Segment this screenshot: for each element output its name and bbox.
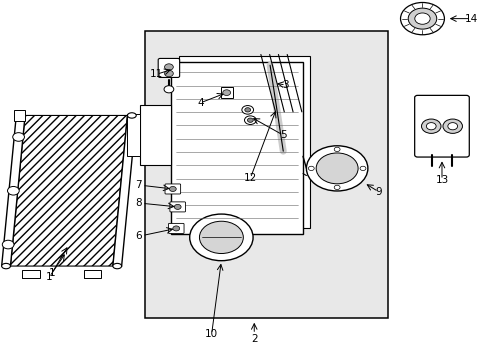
- Circle shape: [400, 3, 444, 35]
- FancyBboxPatch shape: [414, 95, 468, 157]
- Ellipse shape: [16, 113, 25, 118]
- Text: 13: 13: [434, 175, 447, 185]
- Text: 1: 1: [46, 272, 53, 282]
- Circle shape: [407, 8, 436, 29]
- Circle shape: [2, 240, 14, 249]
- Bar: [171, 62, 303, 234]
- Circle shape: [223, 90, 230, 95]
- Text: 5: 5: [280, 130, 286, 140]
- Circle shape: [163, 86, 173, 93]
- Polygon shape: [10, 116, 127, 266]
- Circle shape: [421, 119, 440, 134]
- Text: 10: 10: [204, 329, 218, 339]
- Ellipse shape: [113, 264, 122, 269]
- Bar: [178, 56, 310, 228]
- Bar: [140, 105, 171, 165]
- Text: 1: 1: [48, 268, 55, 278]
- Text: 3: 3: [282, 80, 288, 90]
- Circle shape: [333, 147, 339, 152]
- FancyBboxPatch shape: [169, 202, 185, 212]
- Circle shape: [244, 116, 256, 125]
- Polygon shape: [113, 116, 136, 266]
- Polygon shape: [1, 116, 25, 266]
- Circle shape: [189, 214, 253, 261]
- Text: 12: 12: [243, 173, 257, 183]
- Text: 6: 6: [135, 231, 142, 240]
- Circle shape: [247, 118, 253, 122]
- Circle shape: [244, 108, 250, 112]
- Circle shape: [426, 123, 435, 130]
- Circle shape: [169, 186, 176, 192]
- Circle shape: [164, 64, 173, 70]
- FancyBboxPatch shape: [158, 58, 179, 77]
- Text: 8: 8: [135, 198, 142, 208]
- Text: 7: 7: [135, 180, 142, 190]
- Bar: [22, 270, 40, 278]
- Text: 4: 4: [197, 98, 203, 108]
- Circle shape: [242, 105, 253, 114]
- Circle shape: [447, 123, 457, 130]
- Circle shape: [172, 226, 179, 231]
- Bar: [221, 87, 232, 98]
- Text: 14: 14: [464, 14, 477, 24]
- Circle shape: [359, 166, 365, 171]
- Bar: [83, 270, 101, 278]
- Circle shape: [164, 70, 173, 77]
- Bar: [144, 31, 387, 318]
- Ellipse shape: [1, 264, 10, 269]
- Circle shape: [199, 221, 243, 253]
- Circle shape: [174, 204, 181, 210]
- Circle shape: [414, 13, 429, 24]
- FancyBboxPatch shape: [168, 224, 183, 233]
- Text: 11: 11: [150, 69, 163, 79]
- Text: 2: 2: [250, 334, 257, 344]
- Text: 9: 9: [374, 187, 381, 197]
- Circle shape: [306, 146, 367, 191]
- Ellipse shape: [127, 113, 136, 118]
- Circle shape: [333, 185, 339, 189]
- Circle shape: [13, 133, 24, 141]
- Bar: [127, 114, 140, 156]
- Circle shape: [442, 119, 462, 134]
- Circle shape: [7, 186, 19, 195]
- Bar: [14, 110, 24, 121]
- FancyBboxPatch shape: [164, 184, 180, 194]
- Circle shape: [308, 166, 314, 171]
- Circle shape: [316, 153, 357, 184]
